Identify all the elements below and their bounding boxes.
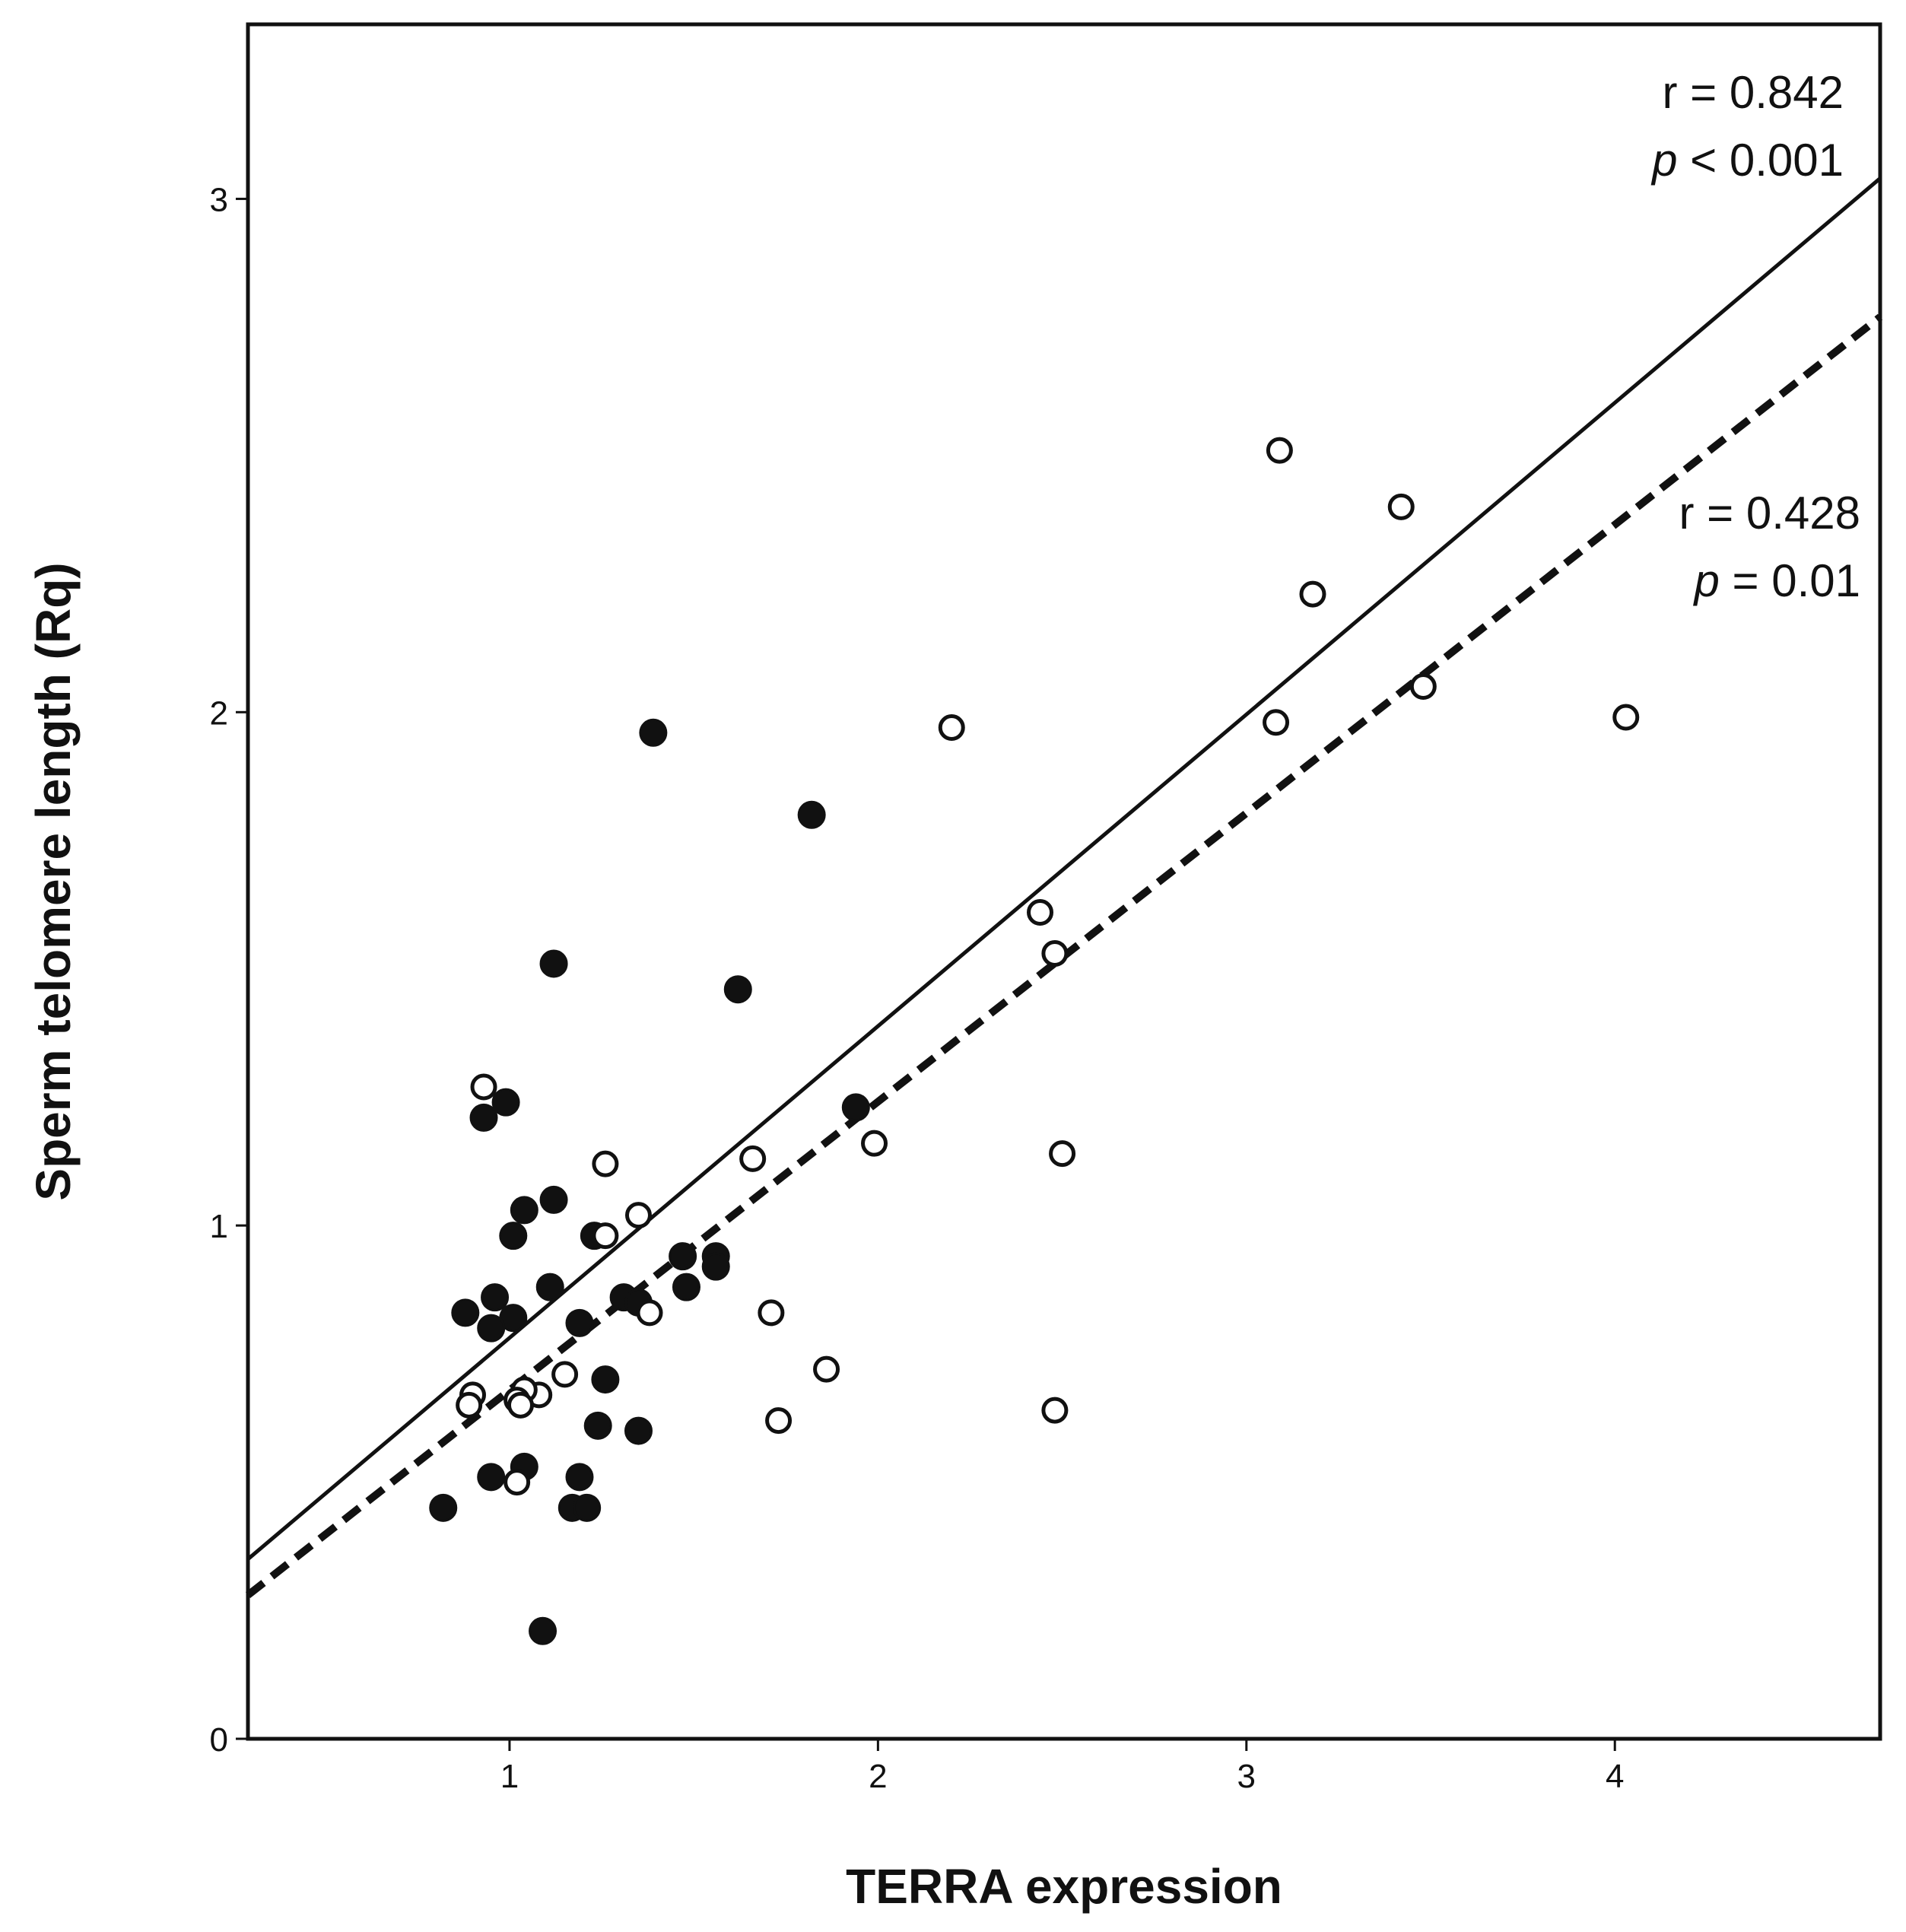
y-tick-label: 1: [210, 1208, 228, 1245]
data-point-filled: [672, 1273, 700, 1301]
data-point-filled: [591, 1365, 620, 1394]
data-point-open: [765, 1407, 793, 1435]
data-point-open: [1612, 704, 1640, 731]
data-point-open: [1041, 1397, 1069, 1424]
annotation-p-dashed-value: = 0.01: [1720, 555, 1860, 606]
data-point-open: [1263, 709, 1290, 736]
data-point-open: [456, 1391, 483, 1419]
data-point-open: [813, 1355, 840, 1383]
annotation-solid: r = 0.842 p < 0.001: [1650, 67, 1844, 186]
x-tick-label: 3: [1237, 1758, 1256, 1795]
annotation-p-solid: p < 0.001: [1650, 135, 1844, 186]
data-point-open: [758, 1299, 785, 1327]
plot-frame: [246, 22, 1882, 1741]
data-point-filled: [481, 1283, 510, 1312]
annotation-dashed: r = 0.428 p = 0.01: [1679, 488, 1860, 606]
annotation-r-solid: r = 0.842: [1662, 67, 1844, 118]
data-point-filled: [539, 1185, 568, 1214]
data-point-open: [592, 1222, 619, 1250]
data-point-filled: [565, 1463, 594, 1492]
data-point-filled: [429, 1493, 458, 1522]
data-point-open: [636, 1299, 663, 1327]
data-point-open: [1041, 939, 1069, 967]
data-point-filled: [499, 1222, 528, 1250]
data-point-open: [1049, 1140, 1076, 1168]
data-point-filled: [583, 1411, 612, 1440]
data-point-open: [1409, 673, 1437, 701]
data-point-open: [551, 1361, 579, 1388]
axis-ticks: 1 2 3 4 0 1 2 3: [210, 181, 1625, 1795]
data-point-filled: [723, 975, 752, 1004]
plot-marks: [245, 176, 1883, 1645]
data-point-open: [504, 1469, 531, 1496]
y-tick-label: 3: [210, 181, 228, 218]
data-point-filled: [624, 1416, 653, 1445]
data-point-filled: [535, 1273, 564, 1301]
data-point-filled: [477, 1463, 506, 1492]
data-point-filled: [451, 1298, 480, 1327]
annotation-p-dashed-symbol: p: [1692, 555, 1719, 606]
data-point-open: [1266, 437, 1293, 464]
data-point-filled: [477, 1314, 506, 1343]
data-point-open: [592, 1150, 619, 1177]
data-point-filled: [469, 1103, 498, 1132]
data-point-open: [861, 1130, 888, 1157]
data-point-open: [1027, 898, 1054, 926]
data-point-filled: [701, 1252, 730, 1281]
data-point-filled: [510, 1196, 538, 1225]
data-point-filled: [491, 1088, 520, 1117]
annotation-p-solid-symbol: p: [1650, 135, 1677, 186]
x-tick-label: 1: [500, 1758, 519, 1795]
annotation-p-dashed: p = 0.01: [1692, 555, 1860, 606]
data-point-filled: [529, 1616, 558, 1645]
annotation-p-solid-value: < 0.001: [1677, 135, 1844, 186]
data-point-filled: [797, 800, 826, 829]
data-point-filled: [841, 1093, 870, 1122]
data-point-filled: [539, 949, 568, 978]
y-axis-title: Sperm telomere length (Rq): [26, 562, 81, 1200]
y-tick-label: 0: [210, 1721, 228, 1759]
data-point-open: [739, 1145, 767, 1172]
x-tick-label: 4: [1606, 1758, 1624, 1795]
data-point-open: [470, 1073, 497, 1101]
data-point-open: [1299, 580, 1326, 608]
x-axis-title: TERRA expression: [846, 1859, 1282, 1914]
data-point-filled: [573, 1493, 602, 1522]
data-point-open: [624, 1202, 652, 1229]
data-point-open: [1387, 493, 1415, 520]
data-point-open: [938, 714, 965, 742]
data-point-open: [507, 1391, 534, 1419]
data-point-filled: [639, 718, 668, 747]
y-tick-label: 2: [210, 694, 228, 732]
annotation-r-dashed: r = 0.428: [1679, 488, 1860, 539]
data-point-filled: [669, 1242, 697, 1271]
x-tick-label: 2: [869, 1758, 887, 1795]
data-point-filled: [565, 1308, 594, 1337]
